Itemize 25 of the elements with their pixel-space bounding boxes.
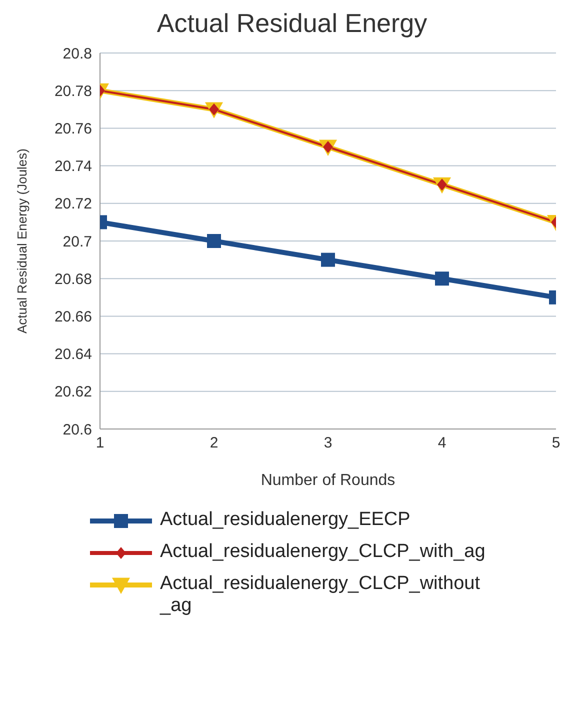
legend-label: Actual_residualenergy_EECP [160,509,412,531]
point [435,272,449,286]
x-tick-label: 2 [210,434,218,452]
y-tick-label: 20.62 [54,384,92,401]
legend-label: Actual_residualenergy_CLCP_without_ag [160,573,482,617]
y-tick-label: 20.76 [54,120,92,138]
y-tick-label: 20.74 [54,158,92,176]
y-tick-label: 20.66 [54,308,92,326]
chart-title: Actual Residual Energy [156,8,428,39]
x-tick-label: 5 [552,434,560,452]
y-tick-label: 20.8 [62,45,92,62]
x-tick-label: 4 [438,434,446,452]
x-axis-title: Number of Rounds [260,472,396,489]
y-axis-title: Actual Residual Energy (Joules) [14,148,30,334]
legend-label: Actual_residualenergy_CLCP_with_ag [160,541,486,563]
y-tick-label: 20.72 [54,196,92,213]
y-tick-label: 20.64 [54,346,92,364]
y-tick-label: 20.7 [62,233,92,250]
y-tick-label: 20.78 [54,82,92,100]
x-tick-label: 1 [96,434,104,452]
point [321,252,335,267]
point [207,234,221,248]
y-tick-label: 20.68 [54,270,92,288]
x-tick-label: 3 [324,434,332,452]
y-tick-label: 20.6 [62,421,92,438]
